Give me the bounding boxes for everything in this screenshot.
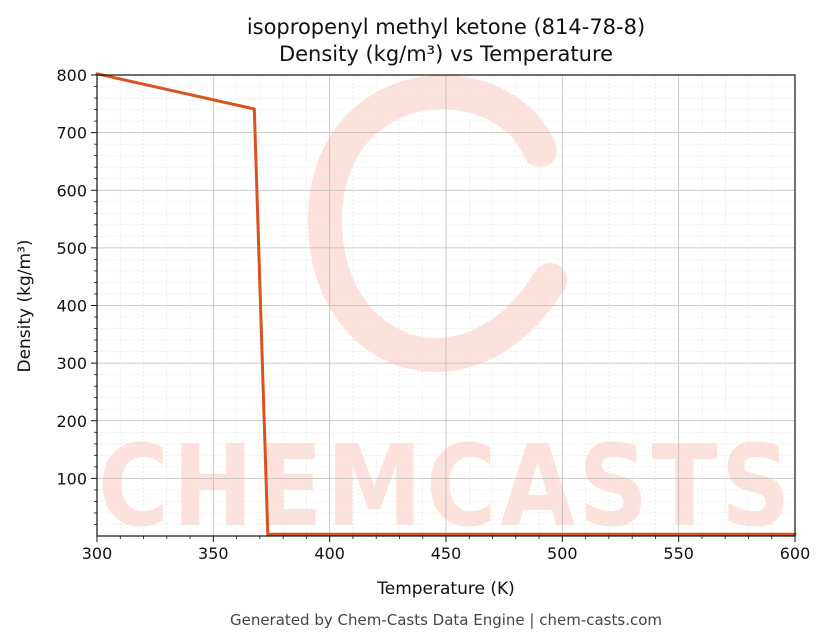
x-tick-label: 300 — [82, 544, 113, 563]
chart-title-line2: Density (kg/m³) vs Temperature — [279, 42, 613, 66]
x-tick-label: 400 — [314, 544, 345, 563]
x-axis-label: Temperature (K) — [376, 579, 515, 599]
y-tick-label: 200 — [56, 412, 87, 431]
y-tick-label: 100 — [56, 469, 87, 488]
y-tick-label: 700 — [56, 124, 87, 143]
series-layer — [95, 72, 797, 536]
x-tick-label: 350 — [198, 544, 229, 563]
x-axis: 300 350 400 450 500 550 600 — [82, 536, 811, 563]
x-tick-label: 500 — [547, 544, 578, 563]
x-tick-label: 550 — [663, 544, 694, 563]
watermark-logo-arc — [307, 75, 567, 372]
density-series-line — [95, 72, 797, 536]
footer-credit: Generated by Chem-Casts Data Engine | ch… — [230, 611, 662, 629]
chart-title-line1: isopropenyl methyl ketone (814-78-8) — [247, 15, 645, 39]
x-tick-label: 450 — [431, 544, 462, 563]
y-tick-label: 800 — [56, 66, 87, 85]
y-tick-label: 300 — [56, 354, 87, 373]
y-tick-label: 500 — [56, 239, 87, 258]
y-axis: 100 200 300 400 500 600 700 800 — [56, 66, 97, 525]
y-tick-label: 600 — [56, 181, 87, 200]
y-axis-label: Density (kg/m³) — [15, 239, 35, 372]
major-grid — [96, 74, 796, 536]
y-tick-label: 400 — [56, 297, 87, 316]
x-tick-label: 600 — [780, 544, 811, 563]
